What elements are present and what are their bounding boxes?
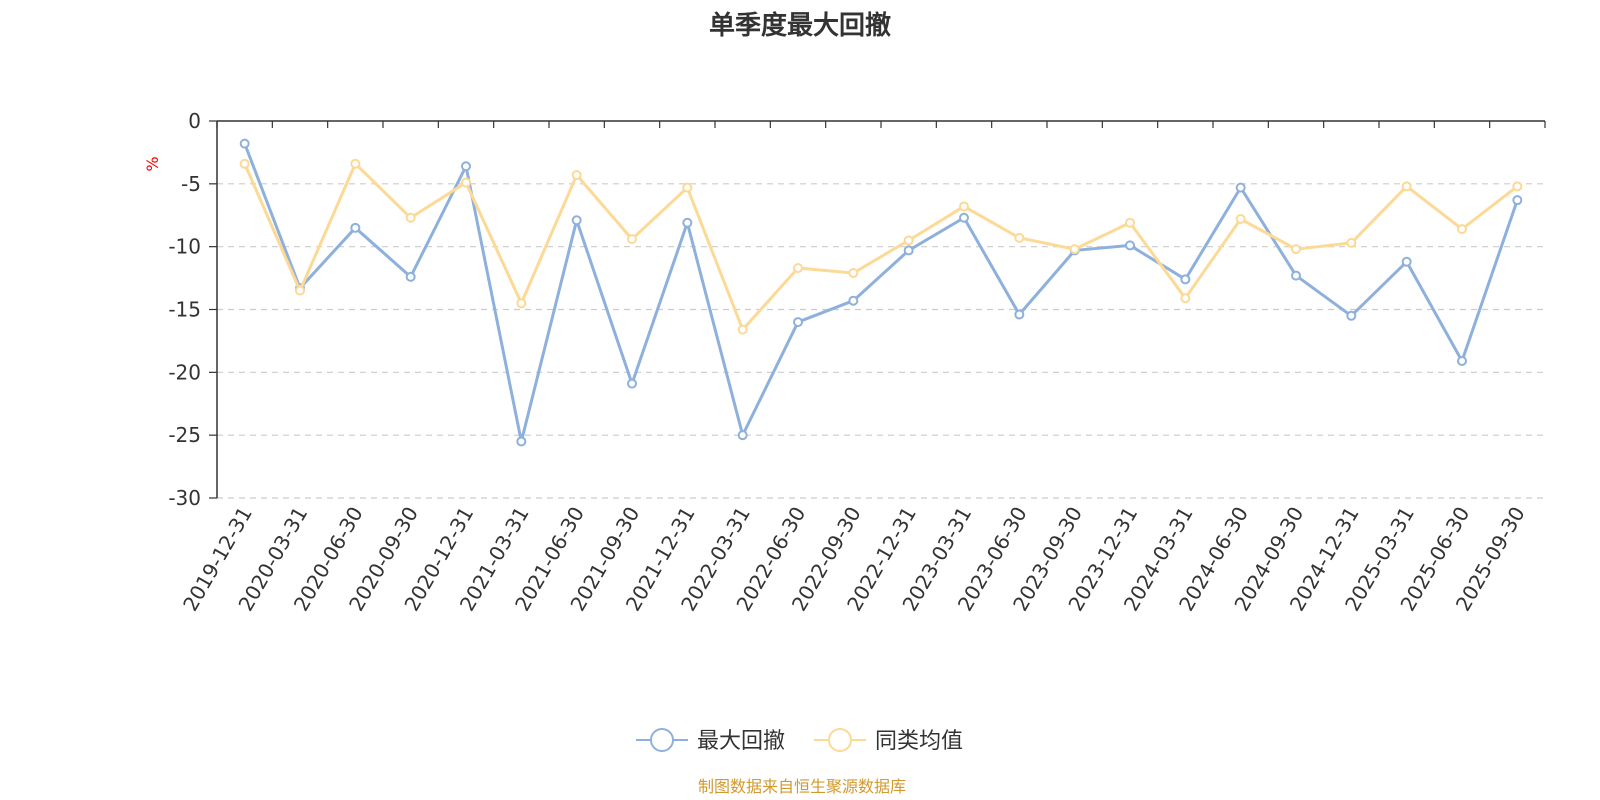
data-point (571, 170, 582, 181)
data-point (350, 158, 361, 169)
data-point (1069, 244, 1080, 255)
data-point (1180, 274, 1191, 285)
data-point (1291, 270, 1301, 281)
data-point (295, 285, 305, 296)
data-point (1235, 214, 1246, 225)
y-tick-label: -20 (168, 360, 201, 384)
data-point (737, 324, 748, 335)
data-point (1346, 237, 1357, 248)
data-point (1401, 181, 1412, 192)
legend-item-max-drawdown[interactable]: 最大回撤 (636, 728, 785, 754)
data-point (571, 215, 582, 226)
data-point (1512, 181, 1523, 192)
data-point (848, 295, 859, 306)
legend-label-peer-average: 同类均值 (875, 729, 963, 754)
data-point (239, 158, 250, 169)
data-point (627, 378, 637, 389)
data-point (461, 161, 471, 172)
x-axis-tick-labels: 2019-12-312020-03-312020-06-302020-09-30… (178, 502, 1530, 615)
data-point (959, 201, 969, 212)
legend-swatch-marker (828, 728, 852, 752)
y-axis-unit-label: % (143, 156, 162, 171)
data-point (682, 182, 693, 193)
data-point (461, 177, 471, 188)
series-line (243, 143, 1519, 443)
legend-label-max-drawdown: 最大回撤 (697, 729, 785, 754)
axes (209, 120, 1546, 499)
data-source-note: 制图数据来自恒生聚源数据库 (698, 777, 906, 796)
data-point (1014, 232, 1025, 243)
series-max-drawdown (239, 138, 1523, 447)
legend[interactable]: 最大回撤 同类均值 (636, 728, 963, 754)
data-point (1512, 195, 1523, 206)
legend-item-peer-average[interactable]: 同类均值 (814, 728, 963, 754)
data-point (737, 430, 748, 441)
data-point (350, 222, 361, 233)
y-axis-tick-labels: 0 -5 -10 -15 -20 -25 -30 (168, 109, 201, 510)
data-point (1401, 256, 1412, 267)
legend-swatch-marker (650, 728, 674, 752)
data-point (1346, 310, 1357, 321)
series-peer-average (239, 158, 1523, 335)
data-point (405, 271, 416, 282)
y-tick-label: -30 (168, 486, 201, 510)
data-point (1235, 182, 1246, 193)
data-point (1180, 293, 1191, 304)
data-point (516, 298, 527, 309)
chart-title: 单季度最大回撤 (709, 10, 891, 41)
data-point (516, 436, 527, 447)
gridlines (217, 183, 1545, 499)
data-point (959, 212, 969, 223)
data-point (1291, 244, 1301, 255)
data-point (903, 245, 914, 256)
y-tick-label: -15 (168, 298, 201, 322)
data-point (793, 317, 803, 328)
y-tick-label: -10 (168, 235, 201, 259)
data-point (1457, 356, 1467, 367)
data-point (793, 263, 803, 274)
data-point (1457, 224, 1467, 235)
data-point (903, 235, 914, 246)
series-line (243, 162, 1519, 332)
data-point (239, 138, 250, 149)
y-tick-label: -5 (181, 172, 201, 196)
data-point (682, 217, 693, 228)
data-point (848, 268, 859, 279)
y-tick-label: 0 (188, 109, 201, 133)
data-point (1014, 309, 1025, 320)
data-point (1125, 217, 1135, 228)
series-lines (239, 138, 1523, 447)
y-tick-label: -25 (168, 423, 201, 447)
data-point (405, 212, 416, 223)
data-point (627, 234, 637, 245)
data-point (1125, 240, 1135, 251)
